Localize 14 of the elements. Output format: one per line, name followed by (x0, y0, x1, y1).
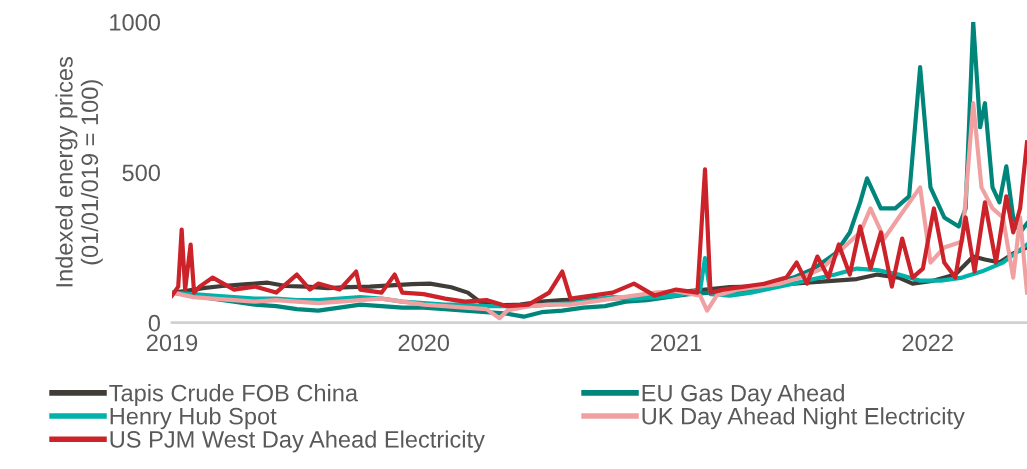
y-tick-label: 500 (122, 164, 160, 182)
x-tick-label: 2022 (902, 334, 953, 352)
y-tick-label: 1000 (110, 14, 160, 31)
y-axis-title: Indexed energy prices (01/01/019 = 100) (55, 57, 103, 287)
legend-label: Tapis Crude FOB China (109, 384, 359, 407)
legend-label: EU Gas Day Ahead (642, 384, 844, 407)
line-series (172, 140, 1027, 309)
legend-label: UK Day Ahead Night Electricity (642, 407, 965, 430)
x-tick-label: 2020 (398, 334, 450, 352)
legend-label: US PJM West Day Ahead Electricity (110, 430, 485, 453)
x-tick-label: 2019 (146, 334, 198, 352)
legend-label: Henry Hub Spot (110, 407, 277, 430)
x-tick-label: 2021 (650, 334, 702, 352)
y-tick-label: 0 (148, 314, 160, 332)
